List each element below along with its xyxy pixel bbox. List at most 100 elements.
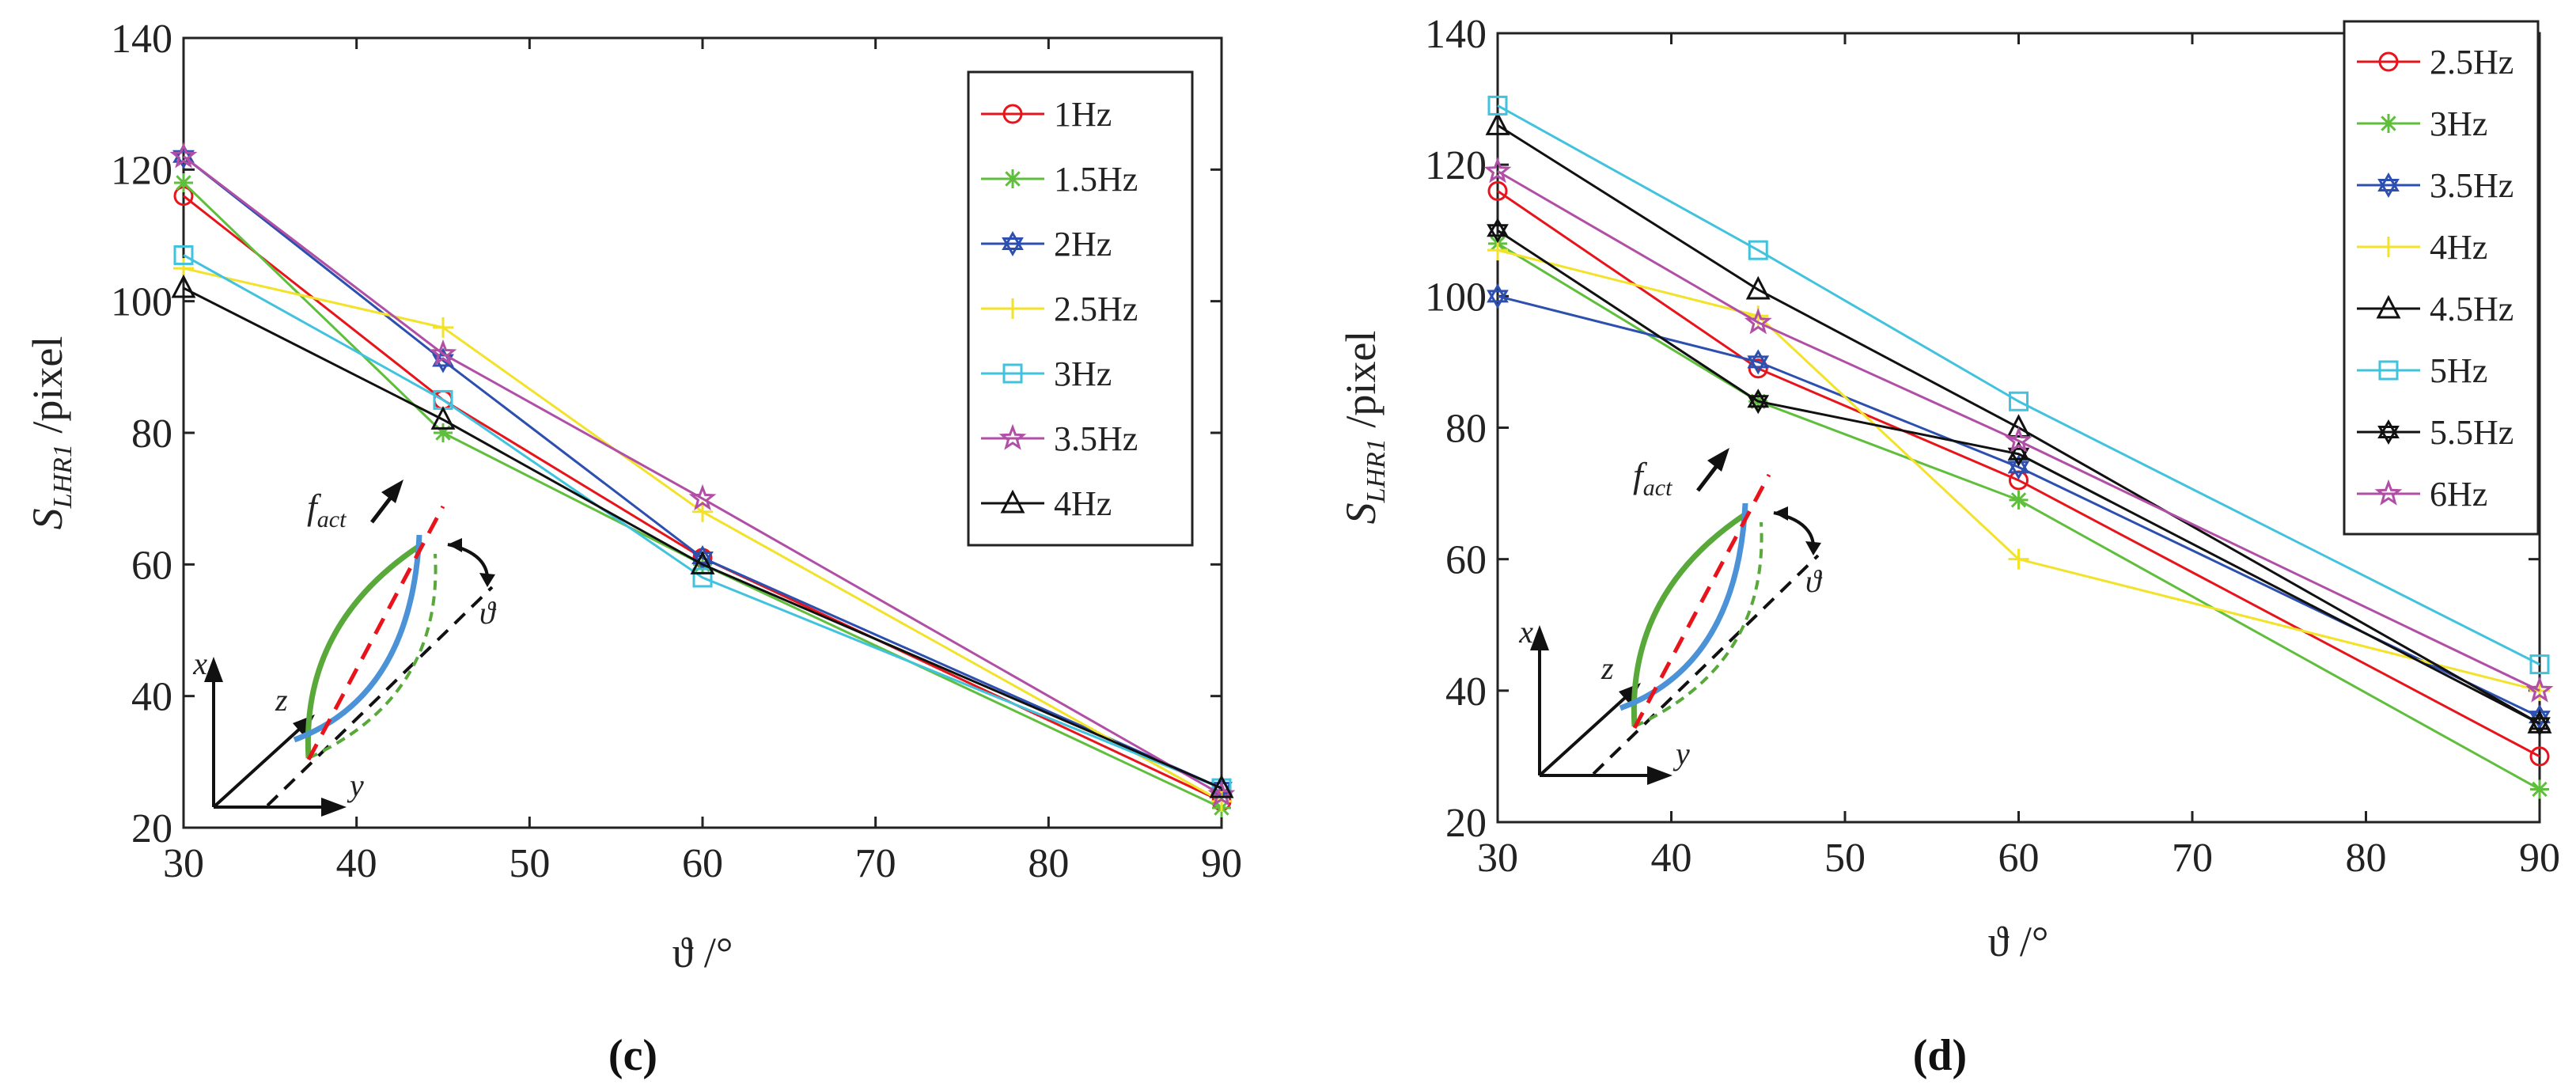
series-line-3.5Hz — [1497, 294, 2540, 718]
data-point-3.5Hz-45 — [1747, 349, 1770, 375]
series-line-2.5Hz — [1497, 190, 2540, 758]
data-point-4Hz-30 — [171, 274, 196, 298]
x-tick-label: 80 — [2346, 836, 2387, 881]
inset-label-y: y — [1673, 736, 1690, 771]
legend-label-1Hz: 1Hz — [1054, 95, 1112, 134]
y-axis-title-suffix-c: /pixel — [24, 336, 71, 444]
legend-label-4Hz: 4Hz — [2430, 228, 2487, 267]
inset-reference-dashed-line — [266, 586, 494, 807]
data-point-1.5Hz-30 — [174, 172, 193, 192]
y-axis-title-sub-d: LHR1 — [1362, 438, 1391, 503]
legend-marker-3Hz — [2379, 114, 2398, 133]
x-tick-label: 70 — [855, 841, 896, 886]
legend-marker-1Hz — [1002, 104, 1023, 124]
y-tick-label: 100 — [111, 280, 172, 325]
inset-blue-curve — [1619, 502, 1748, 711]
inset-blue-curve — [293, 534, 422, 743]
data-point-6Hz-30 — [1483, 157, 1512, 184]
legend-label-3Hz: 3Hz — [1054, 354, 1112, 393]
series-line-5.5Hz — [1497, 229, 2540, 725]
legend-c: 1Hz 1.5Hz 2Hz 2.5Hz 3Hz 3.5Hz 4Hz — [967, 70, 1194, 547]
y-tick-label: 40 — [1445, 669, 1487, 715]
axes-c: 30 40 50 60 70 80 90 20 40 60 80 100 120 140 — [111, 17, 1242, 886]
inset-label-x: x — [1518, 614, 1533, 650]
x-tick-label: 90 — [1201, 841, 1242, 886]
series-line-2.5Hz — [183, 267, 1222, 803]
y-tick-label: 60 — [1445, 538, 1487, 583]
inset-label-x: x — [192, 646, 207, 681]
legend-marker-4.5Hz — [2376, 294, 2401, 319]
chart-panel-c: 30 40 50 60 70 80 90 20 40 60 80 100 120 140 SLHR1 /p… — [24, 17, 1242, 1080]
inset-force-arrow-line — [370, 494, 394, 524]
inset-force-arrow-line — [1696, 462, 1720, 492]
inset-angle-arrow-start — [1774, 506, 1788, 521]
y-axis-title-suffix-d: /pixel — [1337, 331, 1385, 438]
series-line-3Hz — [1497, 242, 2540, 790]
y-axis-title-sub-c: LHR1 — [48, 444, 78, 509]
legend-marker-5.5Hz — [2377, 419, 2400, 445]
data-point-4.5Hz-30 — [1485, 112, 1510, 135]
chart-panel-d: 30 40 50 60 70 80 90 20 40 60 80 100 120 140 SLHR1 /p… — [1337, 12, 2560, 1080]
inset-force-arrow-head — [1707, 448, 1729, 472]
legend-marker-2Hz — [1002, 230, 1024, 257]
inset-angle-label: ϑ — [1805, 563, 1823, 599]
y-tick-label: 100 — [1425, 275, 1487, 320]
y-tick-label: 40 — [131, 675, 172, 720]
y-axis-title-main-d: S — [1337, 502, 1385, 524]
inset-green-curve — [1631, 512, 1747, 727]
legend-d: 2.5Hz 3Hz 3.5Hz 4Hz 4.5Hz 5Hz 5.5Hz 6Hz — [2343, 20, 2540, 536]
inset-angle-arrow-end — [1805, 541, 1821, 555]
data-point-3Hz-90 — [2530, 779, 2549, 799]
legend-marker-4Hz — [2378, 237, 2399, 257]
y-tick-label: 120 — [1425, 143, 1487, 188]
series-line-2Hz — [183, 155, 1222, 790]
y-tick-label: 120 — [111, 148, 172, 193]
data-point-6Hz-60 — [2005, 426, 2032, 453]
data-point-5Hz-60 — [2009, 391, 2029, 411]
data-point-3Hz-60 — [692, 567, 713, 588]
x-tick-label: 50 — [1824, 836, 1866, 881]
data-point-5.5Hz-90 — [2529, 711, 2551, 737]
series-line-6Hz — [1497, 170, 2540, 692]
legend-label-1.5Hz: 1.5Hz — [1054, 160, 1138, 199]
data-point-6Hz-45 — [1744, 308, 1772, 335]
data-point-3.5Hz-60 — [688, 483, 717, 510]
inset-label-z: z — [1601, 650, 1614, 686]
legend-label-4Hz: 4Hz — [1054, 484, 1112, 523]
legend-label-3Hz: 3Hz — [2430, 104, 2487, 143]
series-line-1.5Hz — [182, 181, 1222, 809]
data-point-5Hz-45 — [1748, 240, 1768, 260]
inset-green-dashed-curve — [308, 553, 438, 760]
data-point-3Hz-30 — [173, 245, 194, 265]
inset-axis-x-arrow — [1530, 625, 1549, 650]
inset-label-z: z — [275, 682, 288, 718]
x-tick-label: 80 — [1028, 841, 1069, 886]
axes-d: 30 40 50 60 70 80 90 20 40 60 80 100 120 140 — [1425, 12, 2560, 881]
series-line-3Hz — [183, 254, 1222, 790]
inset-green-curve — [305, 544, 421, 759]
x-tick-label: 50 — [509, 841, 550, 886]
legend-marker-5Hz — [2378, 360, 2399, 381]
y-tick-label: 80 — [131, 411, 172, 457]
inset-angle-arrow-end — [479, 573, 495, 587]
legend-marker-3.5Hz — [2377, 172, 2400, 199]
data-point-4.5Hz-45 — [1745, 275, 1771, 300]
data-point-4Hz-30 — [1487, 240, 1508, 261]
data-point-5Hz-90 — [2529, 654, 2550, 675]
y-tick-label: 140 — [111, 17, 172, 62]
data-point-5.5Hz-45 — [1747, 389, 1770, 415]
legend-label-5Hz: 5Hz — [2430, 351, 2487, 390]
legend-box — [2343, 20, 2540, 536]
inset-red-dashed-line — [306, 505, 445, 761]
inset-angle-arrow-start — [448, 538, 462, 552]
y-axis-title-d: SLHR1 /pixel — [1337, 331, 1391, 525]
inset-force-label: fact — [307, 487, 347, 533]
legend-label-3.5Hz: 3.5Hz — [1054, 419, 1138, 458]
inset-reference-dashed-line — [1592, 554, 1820, 775]
x-tick-label: 40 — [336, 841, 377, 886]
inset-axis-x-arrow — [204, 657, 223, 682]
inset-green-dashed-curve — [1634, 521, 1763, 728]
inset-label-y: y — [347, 768, 364, 803]
x-axis-title-c: ϑ /° — [672, 929, 733, 976]
